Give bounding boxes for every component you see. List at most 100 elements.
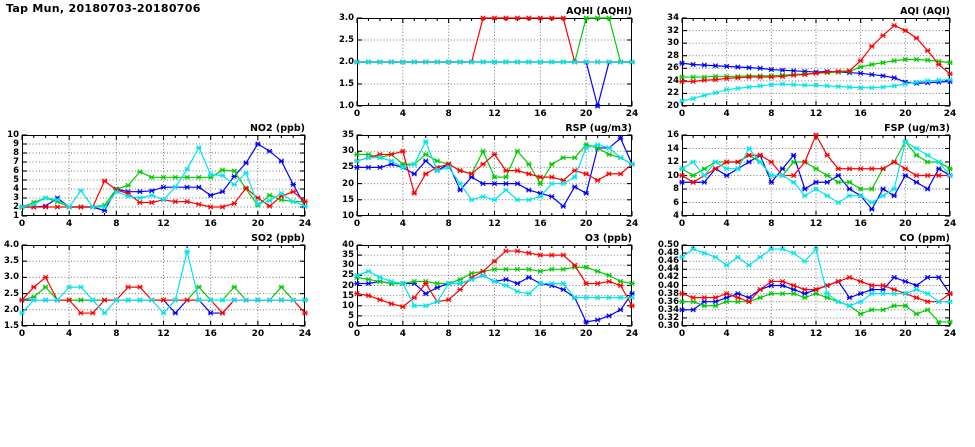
y-tick-label: 2.0 [338,57,354,67]
x-tick-label: 24 [625,329,639,339]
plot-frame-o3 [357,245,632,326]
y-tick-label: 0.36 [658,296,679,307]
y-tick-label: 4 [13,184,19,194]
panel-title-so2: SO2 (ppb) [251,233,305,244]
x-tick-label: 0 [353,219,361,229]
y-tick-label: 0.44 [658,264,679,275]
x-tick-label: 0 [353,109,361,119]
plot-frame-no2 [22,135,305,216]
x-tick-label: 0 [18,329,26,339]
y-tick-label: 10 [667,170,679,181]
y-tick-label: 2.0 [3,304,19,315]
x-tick-label: 4 [66,329,73,339]
x-tick-label: 12 [488,329,501,339]
y-tick-label: 6 [673,197,679,208]
x-tick-label: 16 [854,109,867,119]
y-tick-label: 15 [342,290,354,301]
x-tick-label: 8 [768,219,775,229]
x-tick-label: 24 [943,219,957,229]
y-tick-label: 1.5 [3,321,19,331]
y-tick-label: 26 [667,63,679,74]
x-tick-label: 12 [809,329,823,339]
y-tick-label: 0.46 [658,256,679,267]
y-tick-label: 3.5 [3,256,19,267]
x-tick-label: 16 [204,219,217,229]
y-tick-label: 0.48 [658,248,679,259]
panel-title-co: CO (ppm) [899,233,950,244]
y-tick-label: 35 [342,130,354,140]
x-tick-label: 4 [66,219,73,229]
y-tick-label: 1 [13,211,19,221]
y-tick-label: 10 [7,130,19,140]
plot-frame-aqi [682,18,950,106]
plot-frame-so2 [22,245,305,326]
plot-frame-co [682,245,950,326]
panel-title-o3: O3 (ppb) [584,233,632,244]
x-tick-label: 0 [678,219,686,229]
page-title: Tap Mun, 20180703-20180706 [6,2,201,15]
x-tick-label: 24 [943,109,957,119]
y-tick-label: 0.30 [658,321,679,331]
panel-title-no2: NO2 (ppb) [249,123,305,134]
y-tick-label: 7 [13,157,19,167]
x-tick-label: 8 [445,329,452,339]
y-tick-label: 32 [667,25,679,36]
x-tick-label: 8 [113,219,120,229]
panel-title-aqhi: AQHI (AQHI) [566,6,632,17]
y-tick-label: 12 [667,157,679,167]
x-tick-label: 20 [899,329,912,339]
x-tick-label: 0 [353,329,361,339]
y-tick-label: 0 [348,321,354,331]
y-tick-label: 15 [342,194,354,205]
x-tick-label: 24 [943,329,957,339]
y-tick-label: 6 [13,166,19,176]
y-tick-label: 30 [342,146,354,157]
x-tick-label: 20 [579,329,593,339]
x-tick-label: 8 [113,329,120,339]
y-tick-label: 10 [342,300,354,311]
x-tick-label: 4 [399,109,406,119]
y-tick-label: 30 [342,260,354,271]
x-tick-label: 0 [678,329,686,339]
x-tick-label: 4 [399,329,406,339]
x-tick-label: 4 [723,219,730,229]
y-tick-label: 0.32 [658,312,679,323]
y-tick-label: 16 [667,130,679,140]
y-tick-label: 25 [342,270,354,281]
x-tick-label: 16 [534,109,547,119]
plot-frame-aqhi [357,18,632,106]
x-tick-label: 4 [723,109,730,119]
y-tick-label: 0.38 [658,288,679,299]
x-tick-label: 24 [298,219,312,229]
x-tick-label: 8 [768,109,775,119]
y-tick-label: 34 [667,13,679,23]
x-tick-label: 12 [809,109,823,119]
y-tick-label: 40 [342,240,354,250]
x-tick-label: 20 [899,219,912,229]
x-tick-label: 20 [251,329,265,339]
y-tick-label: 35 [342,250,354,261]
x-tick-label: 20 [579,109,593,119]
plot-frame-fsp [682,135,950,216]
x-tick-label: 20 [899,109,912,119]
y-tick-label: 28 [667,50,679,61]
x-tick-label: 8 [768,329,775,339]
x-tick-label: 12 [809,219,823,229]
x-tick-label: 24 [298,329,312,339]
plot-frame-rsp [357,135,632,216]
panel-title-aqi: AQI (AQI) [900,6,950,17]
y-tick-label: 9 [13,139,19,149]
y-tick-label: 0.42 [658,272,679,283]
y-tick-label: 0.40 [658,280,679,291]
y-tick-label: 8 [13,148,19,158]
x-tick-label: 16 [534,219,547,229]
panel-title-rsp: RSP (ug/m3) [565,123,632,134]
y-tick-label: 14 [667,143,679,154]
x-tick-label: 24 [625,219,639,229]
y-tick-label: 2 [13,202,19,212]
x-tick-label: 16 [534,329,547,339]
x-tick-label: 20 [579,219,593,229]
x-tick-label: 16 [204,329,217,339]
y-tick-label: 20 [342,178,354,189]
x-tick-label: 8 [445,219,452,229]
